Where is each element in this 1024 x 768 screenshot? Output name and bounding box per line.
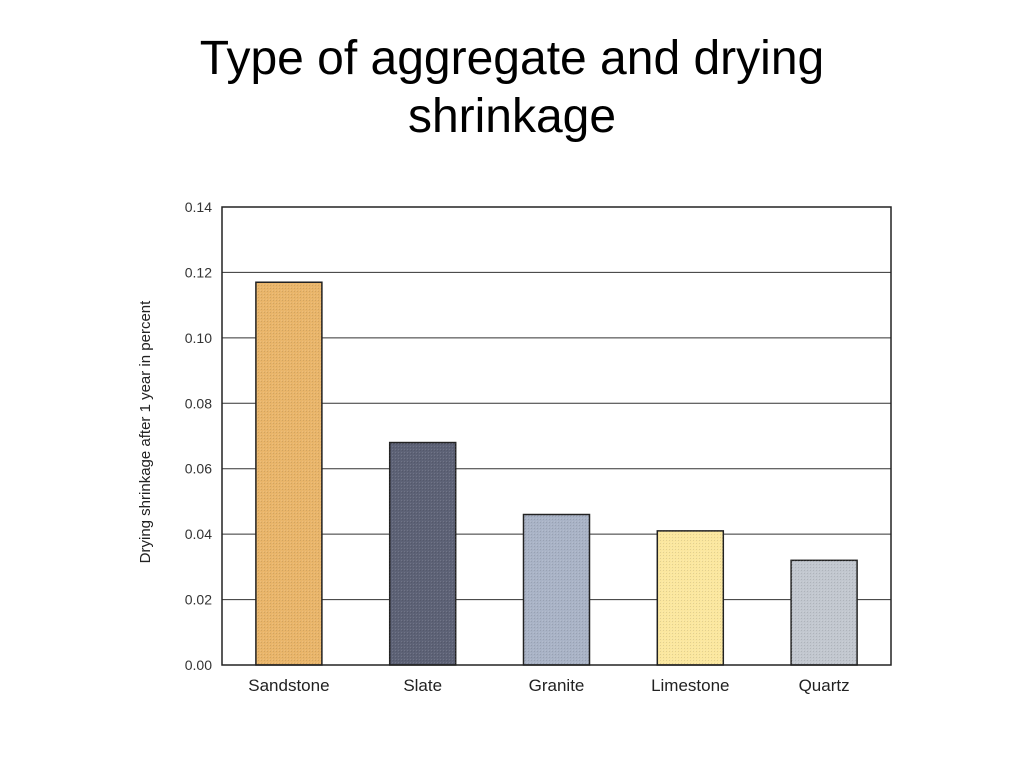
y-tick-label: 0.12 — [185, 264, 212, 280]
y-tick-label: 0.06 — [185, 461, 212, 477]
y-axis-ticks: 0.00 0.02 0.04 0.06 0.08 0.10 0.12 0.14 — [185, 199, 212, 673]
bar-texture — [523, 514, 590, 665]
x-category-label: Granite — [529, 676, 585, 695]
bar-texture — [389, 442, 456, 665]
bar-granite — [522, 513, 591, 666]
bar-slate — [388, 441, 457, 666]
x-category-label: Slate — [403, 676, 442, 695]
y-axis-title: Drying shrinkage after 1 year in percent — [137, 300, 154, 563]
bar-sandstone — [255, 281, 323, 666]
bar-texture — [255, 282, 322, 665]
x-category-label: Limestone — [651, 676, 729, 695]
y-tick-label: 0.14 — [185, 199, 212, 215]
y-tick-label: 0.08 — [185, 395, 212, 411]
y-tick-label: 0.02 — [185, 592, 212, 608]
y-tick-label: 0.10 — [185, 330, 212, 346]
x-axis-categories: Sandstone Slate Granite Limestone Quartz — [248, 676, 849, 695]
bar-limestone — [656, 530, 725, 666]
bar-texture — [657, 530, 724, 665]
bar-quartz — [790, 559, 858, 666]
slide-title-line-2: shrinkage — [407, 90, 617, 143]
plot-frame — [221, 206, 892, 666]
y-tick-label: 0.00 — [185, 657, 212, 673]
bars — [255, 281, 858, 666]
slide-title-line-1: Type of aggregate and drying — [199, 32, 825, 85]
slide-title: Type of aggregate and drying shrinkage — [0, 30, 1024, 146]
x-category-label: Sandstone — [248, 676, 329, 695]
bar-texture — [791, 560, 858, 665]
x-category-label: Quartz — [799, 676, 850, 695]
y-tick-label: 0.04 — [185, 526, 212, 542]
